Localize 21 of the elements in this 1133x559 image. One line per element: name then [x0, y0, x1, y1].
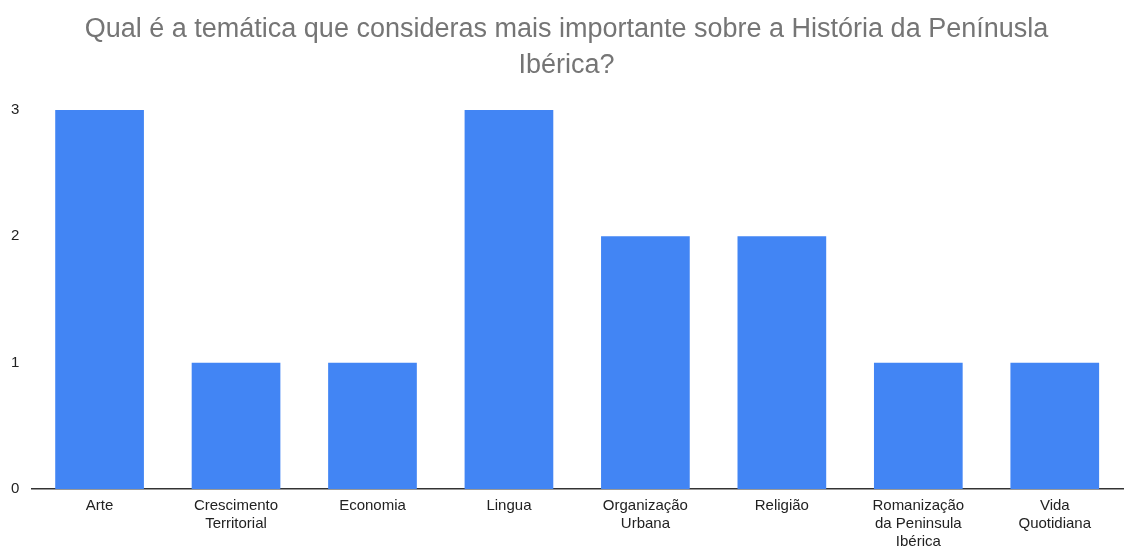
x-tick-label: Romanização da Peninsula Ibérica: [872, 496, 965, 550]
x-tick-label: Crescimento Territorial: [193, 496, 279, 532]
y-tick-label: 0: [11, 479, 20, 497]
y-tick-label: 1: [11, 352, 20, 370]
bar: [55, 110, 144, 489]
bar: [191, 362, 281, 489]
x-tick-label: Lingua: [486, 496, 533, 514]
x-tick-label: Vida Quotidiana: [1018, 496, 1092, 532]
bar: [464, 110, 554, 489]
bar: [1010, 362, 1100, 489]
y-tick-label: 2: [11, 226, 20, 244]
x-tick-label: Religião: [754, 496, 809, 514]
x-tick-label: Economia: [339, 496, 407, 514]
bar: [737, 236, 827, 489]
bar: [873, 362, 963, 489]
bar: [601, 236, 690, 489]
bar: [328, 362, 417, 489]
x-tick-label: Arte: [85, 496, 114, 514]
x-tick-label: Organização Urbana: [602, 496, 688, 532]
chart-title: Qual é a temática que consideras mais importante sobre a História da Penínusla Ibérica?: [83, 12, 1050, 81]
y-tick-label: 3: [11, 100, 20, 118]
